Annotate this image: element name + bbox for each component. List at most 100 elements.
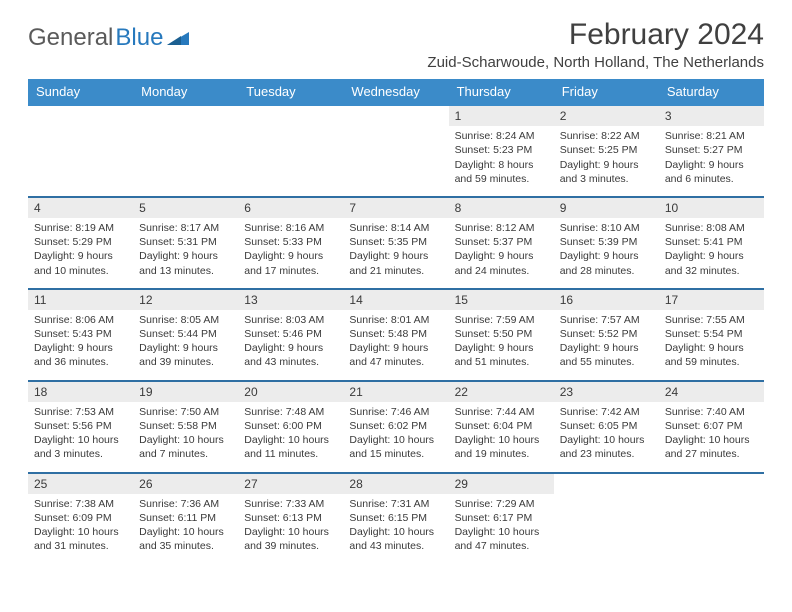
day-header: Wednesday	[343, 79, 448, 105]
day-number-cell	[343, 105, 448, 126]
daylight-line: Daylight: 10 hours and 43 minutes.	[349, 525, 442, 553]
sunrise-line: Sunrise: 8:22 AM	[560, 129, 653, 143]
sunset-line: Sunset: 5:35 PM	[349, 235, 442, 249]
sunrise-line: Sunrise: 8:03 AM	[244, 313, 337, 327]
day-detail-cell: Sunrise: 8:14 AMSunset: 5:35 PMDaylight:…	[343, 218, 448, 289]
daylight-line: Daylight: 9 hours and 10 minutes.	[34, 249, 127, 277]
sunrise-line: Sunrise: 8:21 AM	[665, 129, 758, 143]
day-number-cell: 6	[238, 197, 343, 218]
day-number-cell	[28, 105, 133, 126]
sunrise-line: Sunrise: 7:59 AM	[455, 313, 548, 327]
sunset-line: Sunset: 6:11 PM	[139, 511, 232, 525]
month-title: February 2024	[427, 18, 764, 52]
sunrise-line: Sunrise: 8:19 AM	[34, 221, 127, 235]
day-number-cell: 19	[133, 381, 238, 402]
sunset-line: Sunset: 5:33 PM	[244, 235, 337, 249]
day-detail-row: Sunrise: 8:06 AMSunset: 5:43 PMDaylight:…	[28, 310, 764, 381]
day-detail-cell: Sunrise: 7:42 AMSunset: 6:05 PMDaylight:…	[554, 402, 659, 473]
day-detail-cell: Sunrise: 7:40 AMSunset: 6:07 PMDaylight:…	[659, 402, 764, 473]
daylight-line: Daylight: 9 hours and 3 minutes.	[560, 158, 653, 186]
sunset-line: Sunset: 5:44 PM	[139, 327, 232, 341]
sunset-line: Sunset: 5:39 PM	[560, 235, 653, 249]
logo-text-gray: General	[28, 24, 113, 52]
daylight-line: Daylight: 9 hours and 36 minutes.	[34, 341, 127, 369]
sunrise-line: Sunrise: 8:24 AM	[455, 129, 548, 143]
day-number-cell: 29	[449, 473, 554, 494]
sunset-line: Sunset: 5:43 PM	[34, 327, 127, 341]
daylight-line: Daylight: 10 hours and 47 minutes.	[455, 525, 548, 553]
logo-text-blue: Blue	[115, 24, 163, 52]
daylight-line: Daylight: 10 hours and 27 minutes.	[665, 433, 758, 461]
day-detail-cell: Sunrise: 8:16 AMSunset: 5:33 PMDaylight:…	[238, 218, 343, 289]
day-detail-cell: Sunrise: 8:01 AMSunset: 5:48 PMDaylight:…	[343, 310, 448, 381]
day-number-cell: 10	[659, 197, 764, 218]
day-number-cell: 11	[28, 289, 133, 310]
day-header: Saturday	[659, 79, 764, 105]
sunset-line: Sunset: 6:09 PM	[34, 511, 127, 525]
sunset-line: Sunset: 6:15 PM	[349, 511, 442, 525]
day-number-cell: 28	[343, 473, 448, 494]
day-detail-row: Sunrise: 8:19 AMSunset: 5:29 PMDaylight:…	[28, 218, 764, 289]
sunrise-line: Sunrise: 7:48 AM	[244, 405, 337, 419]
daylight-line: Daylight: 9 hours and 47 minutes.	[349, 341, 442, 369]
day-detail-row: Sunrise: 7:53 AMSunset: 5:56 PMDaylight:…	[28, 402, 764, 473]
day-detail-cell: Sunrise: 7:50 AMSunset: 5:58 PMDaylight:…	[133, 402, 238, 473]
daylight-line: Daylight: 9 hours and 51 minutes.	[455, 341, 548, 369]
sunset-line: Sunset: 6:05 PM	[560, 419, 653, 433]
daylight-line: Daylight: 9 hours and 17 minutes.	[244, 249, 337, 277]
sunset-line: Sunset: 5:48 PM	[349, 327, 442, 341]
sunrise-line: Sunrise: 8:17 AM	[139, 221, 232, 235]
day-number-cell: 27	[238, 473, 343, 494]
day-detail-cell	[133, 126, 238, 197]
sunrise-line: Sunrise: 7:31 AM	[349, 497, 442, 511]
sunset-line: Sunset: 5:31 PM	[139, 235, 232, 249]
sunset-line: Sunset: 5:54 PM	[665, 327, 758, 341]
sunrise-line: Sunrise: 7:38 AM	[34, 497, 127, 511]
day-number-cell: 23	[554, 381, 659, 402]
daylight-line: Daylight: 10 hours and 19 minutes.	[455, 433, 548, 461]
day-number-row: 11121314151617	[28, 289, 764, 310]
sunrise-line: Sunrise: 7:57 AM	[560, 313, 653, 327]
calendar-body: 1 23 Sunrise: 8:24 AMSunset: 5:23 PMDayli…	[28, 105, 764, 563]
day-number-cell: 17	[659, 289, 764, 310]
daylight-line: Daylight: 10 hours and 15 minutes.	[349, 433, 442, 461]
day-number-cell: 18	[28, 381, 133, 402]
day-number-cell: 5	[133, 197, 238, 218]
daylight-line: Daylight: 10 hours and 31 minutes.	[34, 525, 127, 553]
day-detail-cell: Sunrise: 7:29 AMSunset: 6:17 PMDaylight:…	[449, 494, 554, 564]
daylight-line: Daylight: 9 hours and 59 minutes.	[665, 341, 758, 369]
day-detail-cell: Sunrise: 8:03 AMSunset: 5:46 PMDaylight:…	[238, 310, 343, 381]
day-detail-cell	[28, 126, 133, 197]
sunset-line: Sunset: 5:46 PM	[244, 327, 337, 341]
daylight-line: Daylight: 9 hours and 6 minutes.	[665, 158, 758, 186]
day-header: Thursday	[449, 79, 554, 105]
sunset-line: Sunset: 5:37 PM	[455, 235, 548, 249]
sunrise-line: Sunrise: 7:33 AM	[244, 497, 337, 511]
day-number-cell: 7	[343, 197, 448, 218]
daylight-line: Daylight: 9 hours and 21 minutes.	[349, 249, 442, 277]
day-number-cell: 21	[343, 381, 448, 402]
logo-arrow-icon	[167, 24, 189, 52]
day-detail-cell	[659, 494, 764, 564]
day-number-cell: 1	[449, 105, 554, 126]
page-header: GeneralBlue February 2024 Zuid-Scharwoud…	[28, 18, 764, 71]
day-detail-row: Sunrise: 8:24 AMSunset: 5:23 PMDaylight:…	[28, 126, 764, 197]
daylight-line: Daylight: 10 hours and 35 minutes.	[139, 525, 232, 553]
day-number-cell: 2	[554, 105, 659, 126]
day-detail-cell: Sunrise: 8:08 AMSunset: 5:41 PMDaylight:…	[659, 218, 764, 289]
day-header: Sunday	[28, 79, 133, 105]
sunset-line: Sunset: 6:13 PM	[244, 511, 337, 525]
day-number-row: 45678910	[28, 197, 764, 218]
day-number-cell	[554, 473, 659, 494]
day-number-cell: 12	[133, 289, 238, 310]
day-number-cell: 9	[554, 197, 659, 218]
sunset-line: Sunset: 6:17 PM	[455, 511, 548, 525]
day-header: Monday	[133, 79, 238, 105]
sunrise-line: Sunrise: 8:08 AM	[665, 221, 758, 235]
daylight-line: Daylight: 10 hours and 39 minutes.	[244, 525, 337, 553]
day-header-row: SundayMondayTuesdayWednesdayThursdayFrid…	[28, 79, 764, 105]
daylight-line: Daylight: 10 hours and 23 minutes.	[560, 433, 653, 461]
day-number-cell: 4	[28, 197, 133, 218]
daylight-line: Daylight: 9 hours and 32 minutes.	[665, 249, 758, 277]
day-header: Friday	[554, 79, 659, 105]
